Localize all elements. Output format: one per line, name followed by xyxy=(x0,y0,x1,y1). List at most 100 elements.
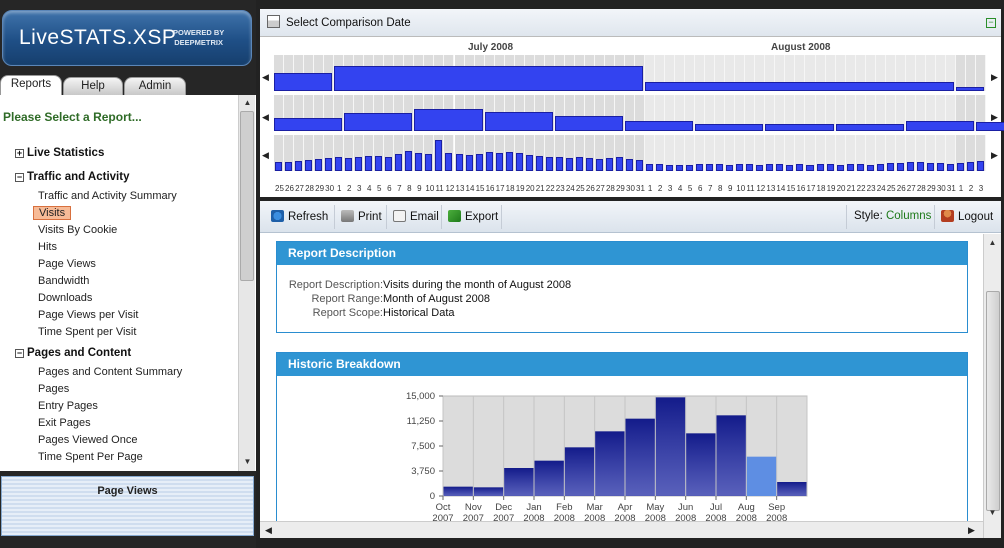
timeline-bar[interactable] xyxy=(325,158,333,171)
timeline-bar[interactable] xyxy=(435,140,443,171)
menu-section-traffic-activity[interactable]: − Traffic and Activity xyxy=(15,171,129,183)
timeline-bar[interactable] xyxy=(355,157,363,171)
timeline-bar[interactable] xyxy=(275,162,283,171)
timeline-day-cell[interactable] xyxy=(735,135,746,171)
timeline-row-daily[interactable] xyxy=(274,135,986,171)
timeline-day-cell[interactable] xyxy=(965,55,976,91)
chart-bar[interactable] xyxy=(686,433,716,496)
style-value[interactable]: Columns xyxy=(885,210,932,222)
menu-item[interactable]: Bandwidth xyxy=(38,275,90,287)
timeline-day-cell[interactable] xyxy=(975,55,986,91)
timeline-day-cell[interactable] xyxy=(334,135,345,171)
timeline-bar[interactable] xyxy=(484,111,553,131)
timeline-day-cell[interactable] xyxy=(614,135,625,171)
chart-bar[interactable] xyxy=(716,415,746,496)
timeline-bar[interactable] xyxy=(565,158,573,171)
timeline-day-cell[interactable] xyxy=(875,95,886,131)
timeline-day-cell[interactable] xyxy=(685,55,696,91)
timeline-day-cell[interactable] xyxy=(695,95,706,131)
scroll-right-icon[interactable]: ▶ xyxy=(968,525,975,535)
timeline-day-cell[interactable] xyxy=(945,135,956,171)
timeline-bar[interactable] xyxy=(796,164,804,171)
timeline-day-cell[interactable] xyxy=(645,95,656,131)
timeline-bar[interactable] xyxy=(695,123,764,131)
timeline-day-cell[interactable] xyxy=(815,135,826,171)
timeline-day-cell[interactable] xyxy=(314,135,325,171)
timeline-day-cell[interactable] xyxy=(875,135,886,171)
menu-item[interactable]: Page Views xyxy=(38,258,96,270)
timeline-day-cell[interactable] xyxy=(685,95,696,131)
timeline-day-cell[interactable] xyxy=(905,95,916,131)
chart-bar[interactable] xyxy=(777,482,807,496)
timeline-day-cell[interactable] xyxy=(665,55,676,91)
timeline-day-cell[interactable] xyxy=(975,135,986,171)
timeline-bar[interactable] xyxy=(495,153,503,171)
select-comparison-date-button[interactable]: Select Comparison Date xyxy=(267,15,411,29)
timeline-day-cell[interactable] xyxy=(584,135,595,171)
timeline-day-cell[interactable] xyxy=(614,95,625,131)
timeline-day-cell[interactable] xyxy=(905,135,916,171)
timeline-day-cell[interactable] xyxy=(945,55,956,91)
timeline-prev-arrow-icon[interactable]: ◀ xyxy=(262,150,269,160)
timeline-day-cell[interactable] xyxy=(364,135,375,171)
timeline-day-cell[interactable] xyxy=(464,135,475,171)
timeline-bar[interactable] xyxy=(726,165,734,171)
timeline-bar[interactable] xyxy=(955,87,984,91)
timeline-bar[interactable] xyxy=(746,164,754,171)
timeline-day-cell[interactable] xyxy=(865,135,876,171)
timeline-bar[interactable] xyxy=(395,154,403,171)
timeline-bar[interactable] xyxy=(414,108,483,131)
print-button[interactable]: Print xyxy=(341,210,382,223)
timeline-day-cell[interactable] xyxy=(554,95,565,131)
timeline-day-cell[interactable] xyxy=(785,55,796,91)
timeline-day-cell[interactable] xyxy=(785,135,796,171)
timeline-day-cell[interactable] xyxy=(334,95,345,131)
chart-bar[interactable] xyxy=(534,460,564,496)
timeline-day-cell[interactable] xyxy=(735,55,746,91)
timeline-day-cell[interactable] xyxy=(454,135,465,171)
timeline-day-cell[interactable] xyxy=(544,135,555,171)
timeline-bar[interactable] xyxy=(886,163,894,171)
timeline-bar[interactable] xyxy=(305,160,313,171)
timeline-day-cell[interactable] xyxy=(304,95,315,131)
timeline-day-cell[interactable] xyxy=(935,55,946,91)
timeline-bar[interactable] xyxy=(575,157,583,171)
timeline-day-cell[interactable] xyxy=(274,95,285,131)
timeline-bar[interactable] xyxy=(425,154,433,171)
timeline-day-cell[interactable] xyxy=(925,135,936,171)
timeline-day-cell[interactable] xyxy=(665,135,676,171)
timeline-day-cell[interactable] xyxy=(665,95,676,131)
timeline-next-arrow-icon[interactable]: ▶ xyxy=(991,72,998,82)
timeline-day-cell[interactable] xyxy=(564,95,575,131)
timeline-bar[interactable] xyxy=(776,164,784,171)
timeline-bar[interactable] xyxy=(766,164,774,171)
timeline-bar[interactable] xyxy=(936,163,944,171)
timeline-day-cell[interactable] xyxy=(915,55,926,91)
scroll-left-icon[interactable]: ◀ xyxy=(265,525,272,535)
timeline-bar[interactable] xyxy=(375,156,383,171)
timeline-bar[interactable] xyxy=(686,165,694,171)
timeline-bar[interactable] xyxy=(625,159,633,171)
timeline-bar[interactable] xyxy=(274,73,333,91)
timeline-day-cell[interactable] xyxy=(344,135,355,171)
timeline-day-cell[interactable] xyxy=(314,95,325,131)
timeline-day-cell[interactable] xyxy=(745,135,756,171)
timeline-day-cell[interactable] xyxy=(825,95,836,131)
timeline-day-cell[interactable] xyxy=(795,135,806,171)
menu-item[interactable]: Page Views per Visit xyxy=(38,309,139,321)
timeline-bar[interactable] xyxy=(615,157,623,171)
timeline-day-cell[interactable] xyxy=(765,95,776,131)
timeline-day-cell[interactable] xyxy=(715,55,726,91)
timeline-bar[interactable] xyxy=(475,154,483,171)
timeline-day-cell[interactable] xyxy=(564,135,575,171)
timeline-bar[interactable] xyxy=(535,156,543,171)
menu-item[interactable]: Visits By Cookie xyxy=(38,224,118,236)
menu-item[interactable]: Pages and Content Summary xyxy=(38,366,183,378)
refresh-button[interactable]: Refresh xyxy=(271,210,328,223)
timeline-day-cell[interactable] xyxy=(624,135,635,171)
page-views-box[interactable]: Page Views xyxy=(1,476,254,536)
menu-item[interactable]: Time Spent per Visit xyxy=(38,326,137,338)
timeline-bar[interactable] xyxy=(706,164,714,171)
timeline-day-cell[interactable] xyxy=(885,95,896,131)
timeline-day-cell[interactable] xyxy=(895,95,906,131)
